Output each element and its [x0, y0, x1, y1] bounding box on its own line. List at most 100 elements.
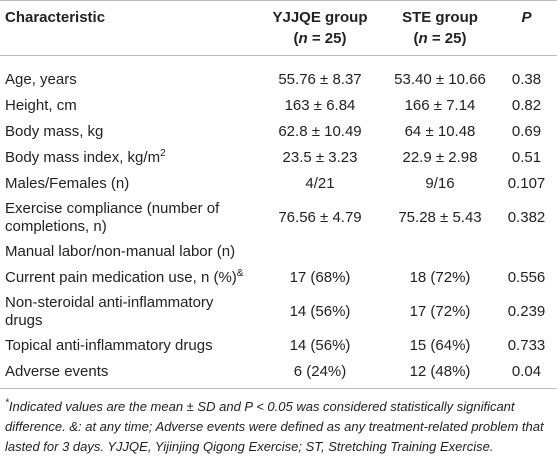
cell-value: 166 ± 7.14 — [404, 97, 476, 114]
cell-value: 55.76 ± 8.37 — [278, 71, 362, 88]
label-cell: Height, cm — [0, 93, 256, 119]
header-text: = 25) — [427, 30, 467, 47]
cell-value: 0.82 — [511, 97, 542, 114]
value-cell: 0.04 — [496, 359, 557, 389]
label-cell: Current pain medication use, n (%)& — [0, 265, 256, 291]
value-cell: 9/16 — [384, 171, 496, 197]
label-cell: Manual labor/non-manual labor (n) — [0, 239, 256, 265]
footnote-text: Indicated values are the mean ± SD and P… — [5, 399, 544, 454]
cell-value: 17 (72%) — [409, 303, 471, 320]
cell-value: 64 ± 10.48 — [404, 123, 476, 140]
header-cell: Characteristic — [0, 0, 256, 56]
value-cell — [256, 239, 384, 265]
header-text: ( — [293, 30, 299, 47]
row-label: Body mass, kg — [5, 123, 104, 140]
cell-value: 53.40 ± 10.66 — [394, 71, 486, 88]
value-cell: 64 ± 10.48 — [384, 119, 496, 145]
cell-value: 15 (64%) — [409, 337, 471, 354]
table-header: Characteristic YJJQE group (n = 25) STE g… — [0, 0, 557, 56]
row-label: Topical anti-inflammatory drugs — [5, 337, 213, 354]
value-cell: 18 (72%) — [384, 265, 496, 291]
value-cell: 0.51 — [496, 145, 557, 171]
row-label: Exercise compliance (number of completio… — [5, 200, 220, 235]
row-label-sup: 2 — [160, 148, 166, 159]
cell-value: 6 (24%) — [293, 363, 347, 380]
cell-value: 0.38 — [511, 71, 542, 88]
value-cell: 15 (64%) — [384, 333, 496, 359]
data-table: Characteristic YJJQE group (n = 25) STE g… — [0, 0, 557, 389]
value-cell: 17 (68%) — [256, 265, 384, 291]
row-label-sup: & — [236, 268, 244, 279]
header-text: P — [521, 9, 532, 26]
cell-value: 76.56 ± 4.79 — [278, 209, 362, 226]
table-row: Topical anti-inflammatory drugs 14 (56%) 1… — [0, 333, 557, 359]
header-text: = 25) — [307, 30, 347, 47]
value-cell: 17 (72%) — [384, 291, 496, 333]
value-cell: 4/21 — [256, 171, 384, 197]
header-cell: P — [496, 0, 557, 56]
value-cell: 76.56 ± 4.79 — [256, 197, 384, 239]
label-cell: Exercise compliance (number of completio… — [0, 197, 256, 239]
table-row: Body mass, kg 62.8 ± 10.49 64 ± 10.48 0.69 — [0, 119, 557, 145]
label-cell: Body mass, kg — [0, 119, 256, 145]
table-row: Manual labor/non-manual labor (n) — [0, 239, 557, 265]
label-cell: Adverse events — [0, 359, 256, 389]
value-cell: 0.69 — [496, 119, 557, 145]
table-row: Exercise compliance (number of completio… — [0, 197, 557, 239]
cell-value: 75.28 ± 5.43 — [398, 209, 482, 226]
table-body: Age, years 55.76 ± 8.37 53.40 ± 10.66 0.38 H… — [0, 56, 557, 389]
cell-value: 14 (56%) — [289, 337, 351, 354]
cell-value: 12 (48%) — [409, 363, 471, 380]
row-label: Adverse events — [5, 363, 109, 380]
label-cell: Males/Females (n) — [0, 171, 256, 197]
row-label: Age, years — [5, 71, 77, 88]
value-cell: 62.8 ± 10.49 — [256, 119, 384, 145]
table-row: Age, years 55.76 ± 8.37 53.40 ± 10.66 0.38 — [0, 56, 557, 94]
value-cell — [496, 239, 557, 265]
cell-value: 17 (68%) — [289, 269, 351, 286]
value-cell: 163 ± 6.84 — [256, 93, 384, 119]
value-cell: 23.5 ± 3.23 — [256, 145, 384, 171]
cell-value: 0.51 — [511, 149, 542, 166]
value-cell: 14 (56%) — [256, 333, 384, 359]
value-cell: 0.556 — [496, 265, 557, 291]
value-cell: 75.28 ± 5.43 — [384, 197, 496, 239]
cell-value: 0.69 — [511, 123, 542, 140]
row-label: Males/Females (n) — [5, 175, 130, 192]
value-cell: 0.82 — [496, 93, 557, 119]
cell-value: 62.8 ± 10.49 — [278, 123, 362, 140]
header-row: Characteristic YJJQE group (n = 25) STE g… — [0, 0, 557, 56]
header-cell: STE group (n = 25) — [384, 0, 496, 56]
cell-value: 9/16 — [425, 175, 455, 192]
label-cell: Non-steroidal anti-inflammatory drugs — [0, 291, 256, 333]
value-cell: 0.38 — [496, 56, 557, 94]
value-cell: 6 (24%) — [256, 359, 384, 389]
header-cell: YJJQE group (n = 25) — [256, 0, 384, 56]
value-cell: 0.107 — [496, 171, 557, 197]
header-text: STE group — [402, 9, 478, 26]
header-text: YJJQE group — [272, 9, 368, 26]
value-cell: 53.40 ± 10.66 — [384, 56, 496, 94]
cell-value: 163 ± 6.84 — [284, 97, 356, 114]
header-text: n — [298, 30, 308, 47]
value-cell: 12 (48%) — [384, 359, 496, 389]
header-text: n — [418, 30, 428, 47]
cell-value: 0.239 — [507, 303, 546, 320]
value-cell: 55.76 ± 8.37 — [256, 56, 384, 94]
table-row: Height, cm 163 ± 6.84 166 ± 7.14 0.82 — [0, 93, 557, 119]
header-text: ( — [413, 30, 419, 47]
cell-value: 22.9 ± 2.98 — [402, 149, 478, 166]
value-cell — [384, 239, 496, 265]
label-cell: Body mass index, kg/m2 — [0, 145, 256, 171]
table-row: Current pain medication use, n (%)& 17 (6… — [0, 265, 557, 291]
footnote: *Indicated values are the mean ± SD and … — [0, 389, 557, 457]
cell-value: 0.04 — [511, 363, 542, 380]
footnote-mark: * — [5, 397, 9, 409]
label-cell: Topical anti-inflammatory drugs — [0, 333, 256, 359]
value-cell: 0.239 — [496, 291, 557, 333]
table-row: Non-steroidal anti-inflammatory drugs 14 … — [0, 291, 557, 333]
cell-value: 4/21 — [305, 175, 335, 192]
cell-value: 0.107 — [507, 175, 546, 192]
row-label: Body mass index, kg/m — [5, 149, 161, 166]
